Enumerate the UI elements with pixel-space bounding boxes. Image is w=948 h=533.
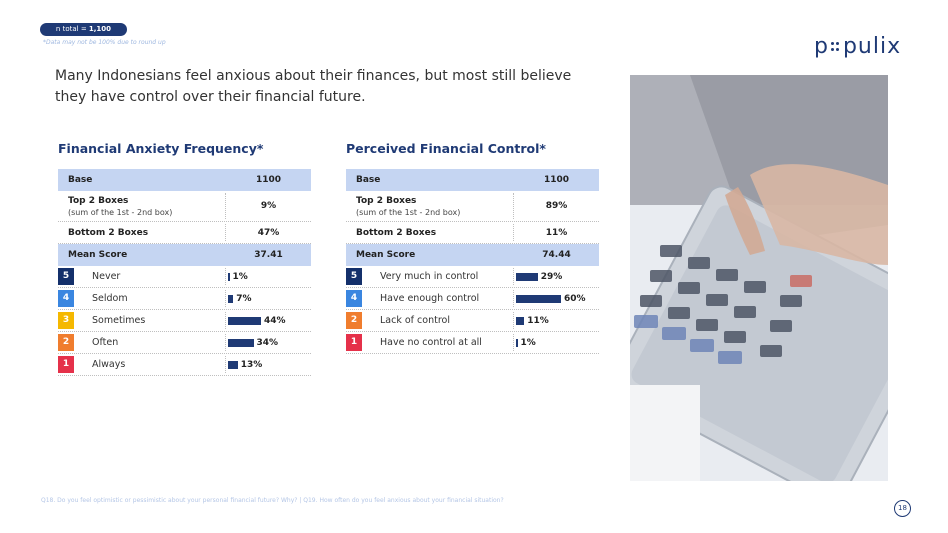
data-label: 1% bbox=[520, 338, 536, 348]
populix-logo: p pulix bbox=[814, 34, 901, 59]
logo-text-b: pulix bbox=[842, 34, 902, 59]
bar bbox=[228, 361, 238, 369]
calculator-photo bbox=[630, 75, 888, 481]
category-label: Lack of control bbox=[380, 315, 450, 326]
bottom2-label: Bottom 2 Boxes bbox=[68, 228, 149, 238]
anxiety-table: Base 1100 Top 2 Boxes (sum of the 1st - 2n… bbox=[58, 169, 311, 376]
data-label: 11% bbox=[527, 316, 549, 326]
mean-value: 37.41 bbox=[254, 250, 283, 260]
bar-row: 1 Always 13% bbox=[58, 354, 311, 376]
category-label: Often bbox=[92, 337, 119, 348]
top2-label: Top 2 Boxes bbox=[356, 196, 417, 206]
data-label: 1% bbox=[232, 272, 248, 282]
slide-headline: Many Indonesians feel anxious about thei… bbox=[55, 68, 572, 105]
scale-badge: 5 bbox=[346, 268, 362, 285]
chart-title-anxiety: Financial Anxiety Frequency* bbox=[58, 141, 264, 156]
n-total-label: n total = bbox=[55, 25, 89, 33]
category-label: Have enough control bbox=[380, 293, 480, 304]
base-value: 1100 bbox=[543, 175, 570, 185]
category-label: Have no control at all bbox=[380, 337, 482, 348]
data-label: 13% bbox=[240, 360, 263, 370]
logo-text-a: p bbox=[814, 34, 829, 59]
question-footnote: Q18. Do you feel optimistic or pessimist… bbox=[41, 497, 504, 504]
category-label: Always bbox=[92, 359, 126, 370]
bar-row: 2 Often 34% bbox=[58, 332, 311, 354]
top2-row: Top 2 Boxes (sum of the 1st - 2nd box) 89% bbox=[346, 191, 599, 222]
scale-badge: 4 bbox=[346, 290, 362, 307]
n-total-badge: n total = 1,100 bbox=[40, 23, 127, 36]
bar-row: 3 Sometimes 44% bbox=[58, 310, 311, 332]
top2-sub: (sum of the 1st - 2nd box) bbox=[356, 208, 461, 217]
data-label: 7% bbox=[236, 294, 252, 304]
mean-row: Mean Score 74.44 bbox=[346, 244, 599, 266]
bottom2-value: 11% bbox=[545, 228, 568, 238]
control-bars: 5 Very much in control 29% 4 Have enough con… bbox=[346, 266, 599, 354]
top2-value: 9% bbox=[260, 201, 277, 211]
scale-badge: 1 bbox=[58, 356, 74, 373]
bottom2-row: Bottom 2 Boxes 11% bbox=[346, 222, 599, 244]
bar-row: 5 Very much in control 29% bbox=[346, 266, 599, 288]
scale-badge: 4 bbox=[58, 290, 74, 307]
bar bbox=[228, 317, 261, 325]
bar-row: 4 Seldom 7% bbox=[58, 288, 311, 310]
bar-row: 4 Have enough control 60% bbox=[346, 288, 599, 310]
control-table: Base 1100 Top 2 Boxes (sum of the 1st - 2n… bbox=[346, 169, 599, 354]
bar-row: 5 Never 1% bbox=[58, 266, 311, 288]
data-label: 44% bbox=[264, 316, 286, 326]
logo-dots-icon bbox=[830, 40, 842, 54]
scale-badge: 2 bbox=[346, 312, 362, 329]
anxiety-bars: 5 Never 1% 4 Seldom 7% 3 Sometimes 44% 2 Often 34% 1… bbox=[58, 266, 311, 376]
scale-badge: 5 bbox=[58, 268, 74, 285]
base-row: Base 1100 bbox=[58, 169, 311, 191]
scale-badge: 3 bbox=[58, 312, 74, 329]
calculator-illustration bbox=[630, 75, 888, 481]
data-label: 29% bbox=[540, 272, 563, 282]
bottom2-label: Bottom 2 Boxes bbox=[356, 228, 437, 238]
bar bbox=[228, 339, 254, 347]
bar-row: 1 Have no control at all 1% bbox=[346, 332, 599, 354]
scale-badge: 1 bbox=[346, 334, 362, 351]
bar bbox=[516, 317, 525, 325]
bar-row: 2 Lack of control 11% bbox=[346, 310, 599, 332]
bar bbox=[228, 295, 234, 303]
base-label: Base bbox=[356, 175, 381, 185]
category-label: Sometimes bbox=[92, 315, 146, 326]
mean-value: 74.44 bbox=[542, 250, 571, 260]
rounding-note: *Data may not be 100% due to round up bbox=[43, 39, 166, 46]
data-label: 60% bbox=[564, 294, 586, 304]
page-number: 18 bbox=[894, 500, 911, 517]
top2-label: Top 2 Boxes bbox=[68, 196, 129, 206]
base-row: Base 1100 bbox=[346, 169, 599, 191]
category-label: Never bbox=[92, 271, 121, 282]
top2-row: Top 2 Boxes (sum of the 1st - 2nd box) 9% bbox=[58, 191, 311, 222]
base-value: 1100 bbox=[255, 175, 282, 185]
top2-value: 89% bbox=[545, 201, 568, 211]
bar bbox=[228, 273, 230, 281]
bottom2-row: Bottom 2 Boxes 47% bbox=[58, 222, 311, 244]
scale-badge: 2 bbox=[58, 334, 74, 351]
chart-title-control: Perceived Financial Control* bbox=[346, 141, 546, 156]
bar bbox=[516, 295, 561, 303]
category-label: Very much in control bbox=[380, 271, 479, 282]
mean-label: Mean Score bbox=[68, 250, 128, 260]
mean-label: Mean Score bbox=[356, 250, 416, 260]
bar bbox=[516, 273, 538, 281]
data-label: 34% bbox=[256, 338, 279, 348]
bar bbox=[516, 339, 518, 347]
category-label: Seldom bbox=[92, 293, 128, 304]
base-label: Base bbox=[68, 175, 93, 185]
mean-row: Mean Score 37.41 bbox=[58, 244, 311, 266]
top2-sub: (sum of the 1st - 2nd box) bbox=[68, 208, 173, 217]
bottom2-value: 47% bbox=[257, 228, 280, 238]
n-total-value: 1,100 bbox=[88, 25, 112, 33]
